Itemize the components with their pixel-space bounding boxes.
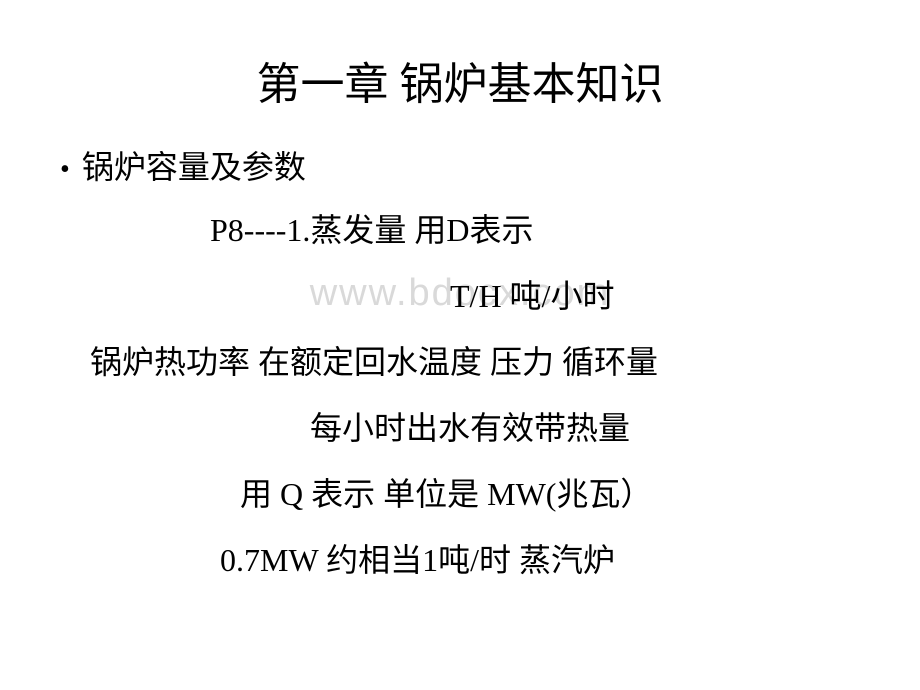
- content-line-3: 锅炉热功率 在额定回水温度 压力 循环量: [60, 338, 880, 386]
- chapter-title: 第一章 锅炉基本知识: [0, 0, 920, 142]
- content-line-1: P8----1.蒸发量 用D表示: [60, 206, 880, 254]
- slide-content: 第一章 锅炉基本知识 • 锅炉容量及参数 P8----1.蒸发量 用D表示 T/…: [0, 0, 920, 584]
- bullet-heading-row: • 锅炉容量及参数: [60, 142, 880, 188]
- content-line-5: 用 Q 表示 单位是 MW(兆瓦）: [60, 470, 880, 518]
- content-line-2: T/H 吨/小时: [60, 272, 880, 320]
- body-content: • 锅炉容量及参数 P8----1.蒸发量 用D表示 T/H 吨/小时 锅炉热功…: [0, 142, 920, 584]
- bullet-heading-text: 锅炉容量及参数: [82, 142, 306, 188]
- bullet-icon: •: [60, 154, 70, 186]
- content-line-6: 0.7MW 约相当1吨/时 蒸汽炉: [60, 536, 880, 584]
- content-line-4: 每小时出水有效带热量: [60, 404, 880, 452]
